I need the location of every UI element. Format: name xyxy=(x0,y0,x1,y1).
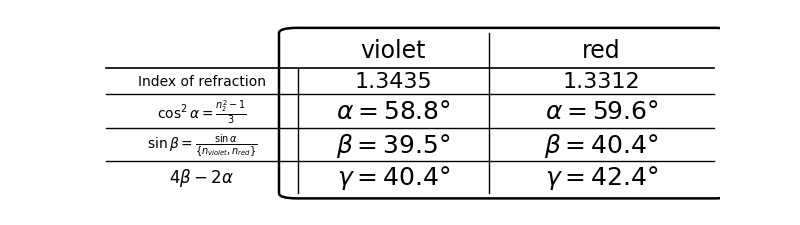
Text: $\cos^2 \alpha = \frac{n_2^2-1}{3}$: $\cos^2 \alpha = \frac{n_2^2-1}{3}$ xyxy=(157,98,247,125)
Text: $\beta = 39.5°$: $\beta = 39.5°$ xyxy=(336,131,450,159)
FancyBboxPatch shape xyxy=(279,29,733,198)
Text: Index of refraction: Index of refraction xyxy=(138,74,266,88)
Text: $\gamma = 40.4°$: $\gamma = 40.4°$ xyxy=(337,163,450,191)
Text: 1.3435: 1.3435 xyxy=(354,71,432,91)
Text: red: red xyxy=(582,39,621,63)
Text: $\alpha = 59.6°$: $\alpha = 59.6°$ xyxy=(545,100,658,124)
Text: $\beta = 40.4°$: $\beta = 40.4°$ xyxy=(544,131,658,159)
Text: $\sin \beta = \frac{\sin \alpha}{\{n_{violet},n_{red}\}}$: $\sin \beta = \frac{\sin \alpha}{\{n_{vi… xyxy=(146,132,257,158)
Text: $4\beta - 2\alpha$: $4\beta - 2\alpha$ xyxy=(170,166,234,188)
Text: $\alpha = 58.8°$: $\alpha = 58.8°$ xyxy=(336,100,450,124)
Text: 1.3312: 1.3312 xyxy=(562,71,640,91)
Text: violet: violet xyxy=(361,39,426,63)
Text: $\gamma = 42.4°$: $\gamma = 42.4°$ xyxy=(545,163,658,191)
